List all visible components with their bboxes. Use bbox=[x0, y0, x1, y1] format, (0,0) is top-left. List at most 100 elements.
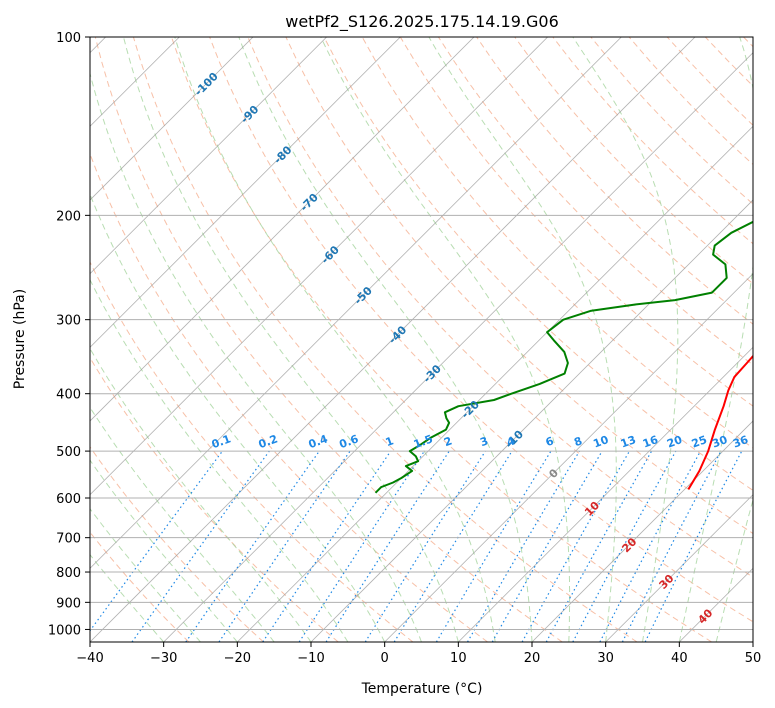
isotherm-label: -60 bbox=[319, 243, 342, 266]
mixing-ratio-line bbox=[435, 450, 552, 642]
x-tick-label: 20 bbox=[524, 651, 541, 666]
y-tick-label: 700 bbox=[56, 532, 81, 547]
mixing-ratio-label: 4 bbox=[505, 434, 517, 449]
isotherm-label: -90 bbox=[238, 103, 261, 126]
moist-adiabat bbox=[90, 406, 275, 642]
dry-adiabat bbox=[514, 37, 753, 285]
y-tick-label: 400 bbox=[56, 388, 81, 403]
y-axis-label: Pressure (hPa) bbox=[12, 289, 28, 389]
dry-adiabat bbox=[666, 37, 753, 126]
mixing-ratio-line bbox=[185, 450, 320, 642]
dry-adiabat bbox=[209, 37, 753, 623]
isotherm-line bbox=[310, 199, 753, 642]
mixing-ratio-label: 0.6 bbox=[338, 432, 361, 451]
y-tick-label: 800 bbox=[56, 566, 81, 581]
y-tick-label: 600 bbox=[56, 492, 81, 507]
mixing-ratio-label: 30 bbox=[710, 433, 729, 451]
mixing-ratio-line bbox=[364, 450, 486, 642]
dry-adiabat bbox=[132, 37, 638, 642]
mixing-ratio-line bbox=[572, 450, 677, 642]
x-axis-label: Temperature (°C) bbox=[361, 681, 483, 697]
y-tick-label: 100 bbox=[56, 31, 81, 46]
isotherm-label: -100 bbox=[192, 70, 221, 99]
isotherm-line bbox=[90, 37, 549, 496]
moist-adiabat bbox=[90, 553, 165, 642]
moist-adiabat bbox=[572, 37, 679, 642]
x-tick-label: 0 bbox=[381, 651, 389, 666]
y-tick-label: 900 bbox=[56, 596, 81, 611]
isotherm-label: -70 bbox=[298, 191, 321, 214]
moist-adiabat bbox=[90, 507, 201, 642]
moist-adiabat bbox=[715, 497, 753, 642]
mixing-ratio-line bbox=[599, 450, 702, 642]
isotherm-line bbox=[90, 37, 328, 275]
moist-adiabat bbox=[320, 37, 571, 642]
dewpoint-line bbox=[374, 220, 753, 494]
background-lines bbox=[90, 37, 753, 642]
mixing-ratio-line bbox=[131, 450, 270, 642]
moist-adiabat bbox=[90, 459, 238, 642]
x-tick-label: 10 bbox=[450, 651, 467, 666]
dry-adiabat bbox=[476, 37, 753, 325]
isotherm-line bbox=[237, 125, 753, 642]
mixing-ratio-line bbox=[90, 450, 223, 632]
moist-adiabat bbox=[90, 278, 349, 642]
dry-adiabat bbox=[704, 37, 753, 87]
isotherm-line bbox=[458, 346, 753, 642]
mixing-ratio-label: 20 bbox=[665, 433, 684, 451]
isotherm-label: 40 bbox=[695, 606, 715, 626]
moist-adiabat bbox=[123, 37, 459, 642]
isotherm-line bbox=[679, 567, 753, 642]
dry-adiabat bbox=[285, 37, 753, 535]
y-tick-label: 200 bbox=[56, 209, 81, 224]
isotherm-line bbox=[90, 37, 696, 642]
moist-adiabat bbox=[90, 192, 386, 642]
dry-adiabat bbox=[90, 446, 264, 642]
dry-adiabat bbox=[437, 37, 753, 366]
moist-adiabat bbox=[428, 37, 617, 642]
mixing-ratio-label: 1 bbox=[384, 434, 396, 449]
isotherm-line bbox=[90, 37, 622, 569]
mixing-ratio-line bbox=[393, 450, 513, 642]
mixing-ratio-line bbox=[218, 450, 351, 642]
dry-adiabat bbox=[590, 37, 753, 205]
moist-adiabat bbox=[90, 71, 422, 642]
mixing-ratio-label: 8 bbox=[572, 434, 584, 449]
mixing-ratio-label: 13 bbox=[619, 433, 638, 450]
y-tick-label: 500 bbox=[56, 445, 81, 460]
mixing-ratio-label: 1.5 bbox=[412, 432, 435, 451]
isotherm-line bbox=[531, 420, 753, 642]
dry-adiabat bbox=[323, 37, 753, 491]
moist-adiabat bbox=[174, 37, 496, 642]
isotherm-label: -40 bbox=[386, 323, 409, 346]
isotherm-line bbox=[605, 494, 753, 642]
isotherm-label: 30 bbox=[657, 572, 677, 592]
isotherm-label: 10 bbox=[582, 499, 602, 519]
mixing-ratio-label: 36 bbox=[731, 433, 750, 451]
moist-adiabat bbox=[678, 37, 753, 642]
isotherm-line bbox=[90, 37, 475, 422]
x-tick-label: −10 bbox=[297, 651, 324, 666]
mixing-ratio-line bbox=[298, 450, 425, 642]
mixing-ratio-line bbox=[521, 450, 631, 642]
dry-adiabat bbox=[171, 37, 712, 642]
isotherm-label: -80 bbox=[271, 143, 294, 166]
mixing-ratio-line bbox=[325, 450, 450, 642]
mixing-ratio-label: 16 bbox=[641, 433, 660, 451]
chart-title: wetPf2_S126.2025.175.14.19.G06 bbox=[285, 12, 559, 32]
dry-adiabat bbox=[90, 531, 190, 642]
axes: −40 −30 −20 −10 0 10 20 30 40 5010020030040050060… bbox=[48, 31, 761, 666]
x-tick-label: −40 bbox=[76, 651, 103, 666]
dry-adiabat bbox=[90, 356, 339, 642]
mixing-ratio-line bbox=[466, 450, 580, 642]
x-tick-label: 40 bbox=[671, 651, 688, 666]
dry-adiabat bbox=[90, 260, 414, 642]
y-tick-label: 1000 bbox=[48, 623, 81, 638]
mixing-ratio-label: 3 bbox=[478, 434, 490, 449]
x-tick-label: 50 bbox=[745, 651, 762, 666]
moist-adiabat bbox=[90, 347, 312, 642]
x-tick-label: 30 bbox=[597, 651, 614, 666]
mixing-ratio-label: 10 bbox=[591, 433, 610, 451]
mixing-ratio-label: 0.2 bbox=[257, 432, 280, 451]
